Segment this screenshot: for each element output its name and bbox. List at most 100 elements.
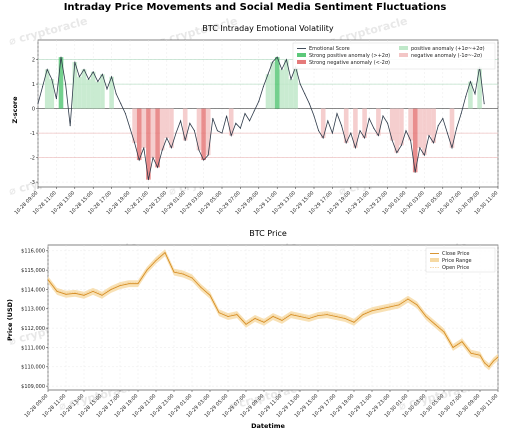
emotional-score-point [299,83,301,85]
close-price-point [380,308,382,310]
close-price-point [470,352,472,354]
emotional-score-point [423,154,425,156]
close-price-point [290,314,292,316]
emotional-score-point [152,157,154,159]
strong-negative-bar [146,108,151,180]
close-price-point [407,298,409,300]
emotional-score-point [350,132,352,134]
emotional-score-point [465,95,467,97]
emotional-score-point [308,103,310,105]
negative-bar [196,108,202,151]
legend-label: Strong negative anomaly (<-2σ) [309,60,390,66]
close-price-point [173,271,175,273]
positive-bar [265,74,271,109]
emotional-score-point [313,115,315,117]
emotional-score-point [253,110,255,112]
close-price-point [128,283,130,285]
emotional-score-point [469,81,471,83]
close-price-point [497,356,499,358]
emotional-score-point [359,130,361,132]
open-price-line [47,251,499,366]
legend-item-price-range: Price Range [430,258,472,264]
emotional-score-point [92,71,94,73]
emotional-score-point [235,122,237,124]
emotional-score-point [193,130,195,132]
emotional-score-point [483,103,485,105]
emotional-score-point [249,120,251,122]
emotional-score-point [198,149,200,151]
emotional-score-point [322,137,324,139]
emotional-score-point [161,149,163,151]
y-tick-label: $113,000 [21,307,45,313]
positive-bar [109,76,114,109]
legend-label: positive anomaly (+1σ~+2σ) [411,46,485,52]
emotional-score-point [419,147,421,149]
emotional-score-point [147,179,149,181]
emotional-score-point [42,86,44,88]
emotional-score-point [184,139,186,141]
close-price-point [335,316,337,317]
negative-bar [182,108,188,141]
emotional-score-point [189,122,191,124]
close-price-point [434,323,436,325]
legend-item-open-price: Open Price [430,265,469,271]
legend-label: Open Price [442,265,469,271]
negative-bar [449,108,455,148]
close-price-point [236,314,238,316]
emotional-score-point [97,81,99,83]
emotional-score-point [226,115,228,117]
close-price-point [119,285,121,287]
price-y-axis-label: Price (USD) [6,299,14,341]
y-tick-label: 0 [32,106,35,112]
y-tick-label: $109,000 [21,384,45,390]
emotional-score-point [258,100,260,102]
close-price-point [227,316,229,317]
emotional-score-point [267,73,269,75]
emotional-score-point [377,135,379,137]
emotional-score-point [285,59,287,61]
close-price-point [200,287,202,288]
close-price-point [110,289,112,290]
positive-bar [100,74,105,109]
legend-item-close-price: Close Price [430,251,469,257]
legend-swatch [430,258,439,262]
positive-bar [284,59,289,109]
close-price-point [146,269,148,271]
negative-bar [164,108,170,138]
close-price-point [443,331,445,333]
emotional-score-point [203,159,205,161]
legend-swatch [399,53,408,57]
emotional-score-point [368,117,370,119]
emotional-score-point [65,83,67,85]
emotional-score-point [474,93,476,95]
emotional-score-point [276,56,278,58]
close-price-point [299,316,301,317]
negative-bar [389,108,395,141]
negative-bar [320,108,326,138]
negative-bar [422,108,427,156]
negative-bar [228,108,234,136]
emotional-score-point [129,127,131,129]
emotional-score-point [428,135,430,137]
emotional-score-point [138,159,140,161]
close-price-point [452,347,454,348]
emotional-score-point [175,132,177,134]
positive-bar [86,79,91,109]
emotional-score-point [304,93,306,95]
emotional-score-point [212,117,214,119]
emotional-score-point [207,154,209,156]
emotional-score-line [37,56,485,180]
legend-item-negative: negative anomaly (-1σ~-2σ) [399,53,482,59]
emotional-score-point [170,147,172,149]
negative-bar [408,108,413,141]
close-price-point [56,290,58,292]
negative-bar [426,108,432,136]
positive-bar [90,71,96,109]
y-tick-label: $116,000 [21,249,45,255]
strong-negative-bar [412,108,418,173]
close-price-point [362,314,364,316]
emotion-chart-title: BTC Intraday Emotional Volatility [202,24,334,33]
emotional-score-point [221,132,223,134]
close-price-point [74,292,76,294]
